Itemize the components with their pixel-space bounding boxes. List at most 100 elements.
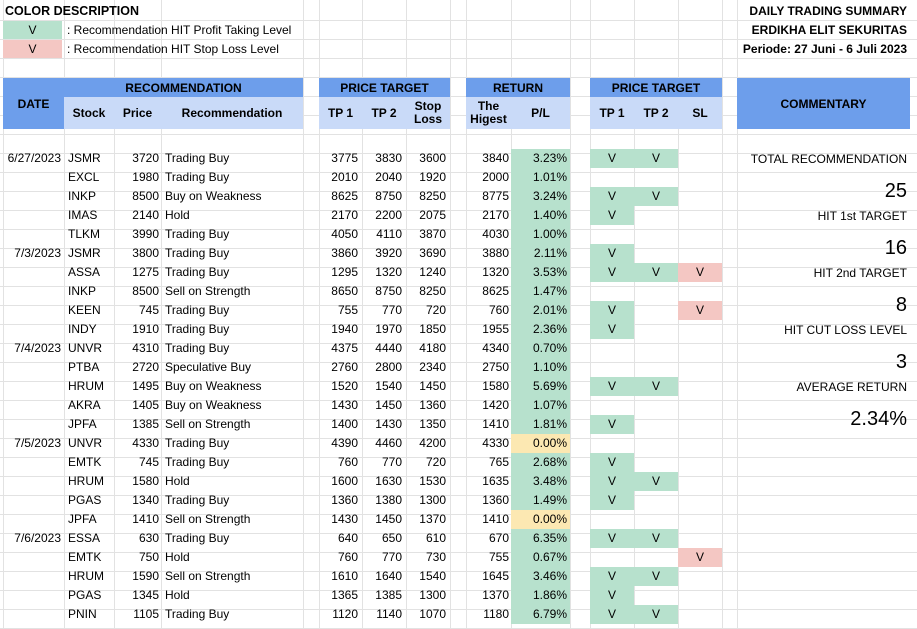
cell-stock: AKRA [68,398,101,412]
cell-tp1: 1600 [331,474,358,488]
legend-symbol-stoploss: V [28,42,37,56]
cell-stock: ESSA [68,531,101,545]
cell-tp1: 1365 [331,588,358,602]
cell-hit-tp2 [634,339,678,358]
cell-tp1: 2170 [331,208,358,222]
cell-recommendation: Trading Buy [165,436,230,450]
cell-hit-tp1 [590,510,634,529]
cell-highest: 1370 [482,588,509,602]
cell-hit-sl: V [678,301,722,320]
cell-hit-tp2: V [634,529,678,548]
header-commentary: COMMENTARY [737,78,910,129]
grid-line-vertical [114,0,115,629]
cell-price: 4310 [132,341,159,355]
cell-date [3,358,64,377]
cell-hit-tp1: V [590,472,634,491]
cell-highest: 4030 [482,227,509,241]
cell-tp2: 650 [381,531,402,545]
table-row: 7/5/2023 UNVR 4330 Trading Buy 4390 4460 4200 4… [0,434,917,453]
cell-pl: 2.68% [511,453,570,472]
cell-recommendation: Sell on Strength [165,569,251,583]
cell-hit-tp2 [634,586,678,605]
cell-pl: 2.11% [511,244,570,263]
grid-line-vertical [319,0,320,629]
cell-highest: 3840 [482,151,509,165]
grid-line-horizontal [0,400,917,401]
table-row: JPFA 1385 Sell on Strength 1400 1430 1350 1410… [0,415,917,434]
cell-hit-tp2: V [634,472,678,491]
grid-line-horizontal [0,305,917,306]
cell-hit-sl [678,567,722,586]
cell-tp1: 1520 [331,379,358,393]
cell-highest: 765 [488,455,509,469]
cell-hit-sl [678,187,722,206]
legend-swatch-profit: V [3,21,62,39]
cell-tp2: 1320 [375,265,402,279]
cell-stop-loss: 2340 [419,360,446,374]
cell-hit-tp2 [634,510,678,529]
cell-hit-tp2 [634,206,678,225]
cell-tp1: 640 [337,531,358,545]
cell-stock: JPFA [68,512,97,526]
commentary-tp1-value: 16 [884,237,907,259]
cell-stock: HRUM [68,569,104,583]
cell-tp1: 760 [337,550,358,564]
commentary-tp2-value: 8 [895,294,907,316]
grid-line-horizontal [0,267,917,268]
cell-hit-tp1: V [590,149,634,168]
cell-stock: INKP [68,284,97,298]
cell-recommendation: Buy on Weakness [165,379,262,393]
cell-price: 1980 [132,170,159,184]
table-row: HRUM 1495 Buy on Weakness 1520 1540 1450 1580 5… [0,377,917,396]
cell-tp1: 1400 [331,417,358,431]
header-recommendation-group: RECOMMENDATION [64,78,303,97]
cell-highest: 760 [488,303,509,317]
cell-price: 1345 [132,588,159,602]
cell-price: 3990 [132,227,159,241]
cell-tp2: 1540 [375,379,402,393]
table-row: EMTK 745 Trading Buy 760 770 720 765 2.68% V [0,453,917,472]
table-row: INDY 1910 Trading Buy 1940 1970 1850 1955 2.36%… [0,320,917,339]
grid-line-vertical [634,0,635,629]
cell-date: 7/6/2023 [14,531,61,545]
table-row: KEEN 745 Trading Buy 755 770 720 760 2.01% V V [0,301,917,320]
cell-highest: 1410 [482,417,509,431]
cell-price: 1340 [132,493,159,507]
grid-line-horizontal [0,362,917,363]
cell-recommendation: Trading Buy [165,151,230,165]
header-hit-sl: SL [678,97,722,129]
cell-tp2: 1970 [375,322,402,336]
cell-hit-tp2 [634,548,678,567]
cell-pl: 3.24% [511,187,570,206]
cell-price: 4330 [132,436,159,450]
cell-recommendation: Trading Buy [165,322,230,336]
cell-hit-tp1 [590,396,634,415]
cell-stop-loss: 1350 [419,417,446,431]
cell-hit-sl [678,339,722,358]
cell-hit-tp1 [590,168,634,187]
grid-line-horizontal [0,134,917,135]
grid-line-horizontal [0,77,917,78]
cell-recommendation: Sell on Strength [165,284,251,298]
cell-stop-loss: 1450 [419,379,446,393]
table-row: TLKM 3990 Trading Buy 4050 4110 3870 4030 1.00% [0,225,917,244]
cell-stop-loss: 1540 [419,569,446,583]
cell-date [3,605,64,624]
cell-hit-tp2 [634,225,678,244]
cell-hit-sl [678,434,722,453]
cell-hit-tp2 [634,320,678,339]
commentary-total-label: TOTAL RECOMMENDATION [750,152,907,166]
grid-line-vertical [570,0,571,629]
cell-date [3,263,64,282]
grid-line-horizontal [0,457,917,458]
cell-hit-sl [678,453,722,472]
cell-highest: 1360 [482,493,509,507]
cell-stop-loss: 720 [425,455,446,469]
cell-price: 3800 [132,246,159,260]
cell-tp2: 1140 [376,607,402,621]
table-row: 6/27/2023 JSMR 3720 Trading Buy 3775 3830 3600… [0,149,917,168]
cell-stop-loss: 730 [425,550,446,564]
table-row: HRUM 1590 Sell on Strength 1610 1640 1540 1645… [0,567,917,586]
cell-tp1: 4050 [331,227,358,241]
cell-tp2: 2200 [375,208,402,222]
